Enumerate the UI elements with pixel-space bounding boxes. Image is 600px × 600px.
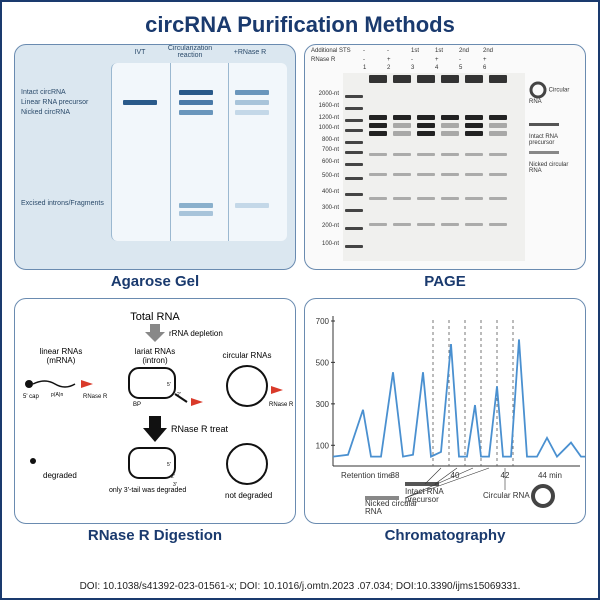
panel-chroma: 10030050070038404244 minRetention timeIn… [304,298,586,544]
panel-rnase: Total RNA rRNA depletion linear RNAs (mR… [14,298,296,544]
page-figure: Additional STS RNase R Circular RNA Inta… [304,44,586,270]
page-label: PAGE [424,273,465,290]
page-rn-1: + [387,57,391,63]
agarose-lane-1: IVT [115,49,165,56]
svg-text:2': 2' [171,474,175,480]
page-lane-num-0: 1 [363,65,366,71]
svg-text:lariat RNAs: lariat RNAs [135,347,175,356]
page-sts-2: 1st [411,48,419,54]
rnase-title: Total RNA [130,311,180,323]
page-ladder-4: 800-nt [307,137,339,143]
page-ladder-1: 1600-nt [307,103,339,109]
page-lane-num-3: 4 [435,65,438,71]
svg-text:p(A)n: p(A)n [51,392,63,398]
svg-text:2': 2' [177,392,181,398]
page-ladder-7: 500-nt [307,173,339,179]
svg-text:(intron): (intron) [142,356,168,365]
rnase-label: RNase R Digestion [88,527,222,544]
page-rn-3: + [435,57,439,63]
page-rn-2: - [411,57,413,63]
page-gel [343,73,525,261]
svg-text:Circular RNA: Circular RNA [483,491,530,500]
agarose-row-1: Intact circRNA [21,89,66,96]
page-sts-5: 2nd [483,48,493,54]
agarose-row-3: Nicked circRNA [21,109,70,116]
svg-text:linear RNAs: linear RNAs [40,347,83,356]
page-rn-4: - [459,57,461,63]
agarose-figure: IVT Circularization reaction +RNase R In… [14,44,296,270]
page-ladder-9: 300-nt [307,205,339,211]
chroma-label: Chromatography [385,527,506,544]
chroma-xlabel: Retention time [341,471,393,480]
rnase-figure: Total RNA rRNA depletion linear RNAs (mR… [14,298,296,524]
rnase-arrow-label: rRNA depletion [169,329,223,338]
doi-footer: DOI: 10.1038/s41392-023-01561-x; DOI: 10… [2,581,598,592]
svg-text:RNase R: RNase R [269,402,294,408]
svg-text:circular RNAs: circular RNAs [223,351,272,360]
page-sts-3: 1st [435,48,443,54]
agarose-lane-2: Circularization reaction [165,45,215,59]
page-circ-label: Circular RNA [529,81,581,105]
panel-grid: IVT Circularization reaction +RNase R In… [2,44,598,544]
svg-text:only 3'-tail was degraded: only 3'-tail was degraded [109,487,186,494]
page-ladder-3: 1000-nt [307,125,339,131]
svg-text:RNA: RNA [365,507,383,516]
page-title: circRNA Purification Methods [2,2,598,44]
svg-text:degraded: degraded [43,471,77,480]
svg-text:RNase R: RNase R [83,394,108,400]
page-ladder-6: 600-nt [307,159,339,165]
chroma-trace [333,339,585,456]
page-ladder-10: 200-nt [307,223,339,229]
page-ladder-0: 2000-nt [307,91,339,97]
page-hdr-sts: Additional STS [311,48,351,54]
page-sts-1: - [387,48,389,54]
page-ladder-8: 400-nt [307,189,339,195]
page-sts-4: 2nd [459,48,469,54]
page-ladder-2: 1200-nt [307,115,339,121]
svg-text:5': 5' [167,382,171,388]
svg-text:5': 5' [167,462,171,468]
page-rn-0: - [363,57,365,63]
page-lane-num-2: 3 [411,65,414,71]
page-rn-5: + [483,57,487,63]
chroma-ytick: 500 [316,358,330,367]
page-sts-0: - [363,48,365,54]
page-precursor-label: Intact RNA precursor [529,117,581,146]
svg-text:BP: BP [133,402,141,408]
page-lane-num-1: 2 [387,65,390,71]
chroma-ytick: 700 [316,317,330,326]
svg-text:(mRNA): (mRNA) [47,356,76,365]
chroma-figure: 10030050070038404244 minRetention timeIn… [304,298,586,524]
agarose-row-2: Linear RNA precursor [21,99,88,106]
svg-text:RNase R treat: RNase R treat [171,424,229,434]
chroma-ytick: 300 [316,400,330,409]
page-ladder-5: 700-nt [307,147,339,153]
chroma-ytick: 100 [316,441,330,450]
agarose-row-4: Excised introns/Fragments [21,200,104,207]
agarose-label: Agarose Gel [111,273,199,290]
svg-text:5' cap: 5' cap [23,394,39,400]
page-nicked-label: Nicked circular RNA [529,145,581,174]
agarose-lane-3: +RNase R [225,49,275,56]
panel-page: Additional STS RNase R Circular RNA Inta… [304,44,586,290]
page-hdr-rnase: RNase R [311,57,335,63]
chroma-xtick: 44 min [538,471,562,480]
page-lane-num-5: 6 [483,65,486,71]
panel-agarose: IVT Circularization reaction +RNase R In… [14,44,296,290]
page-lane-num-4: 5 [459,65,462,71]
page-ladder-11: 100-nt [307,241,339,247]
svg-text:not degraded: not degraded [225,491,272,500]
